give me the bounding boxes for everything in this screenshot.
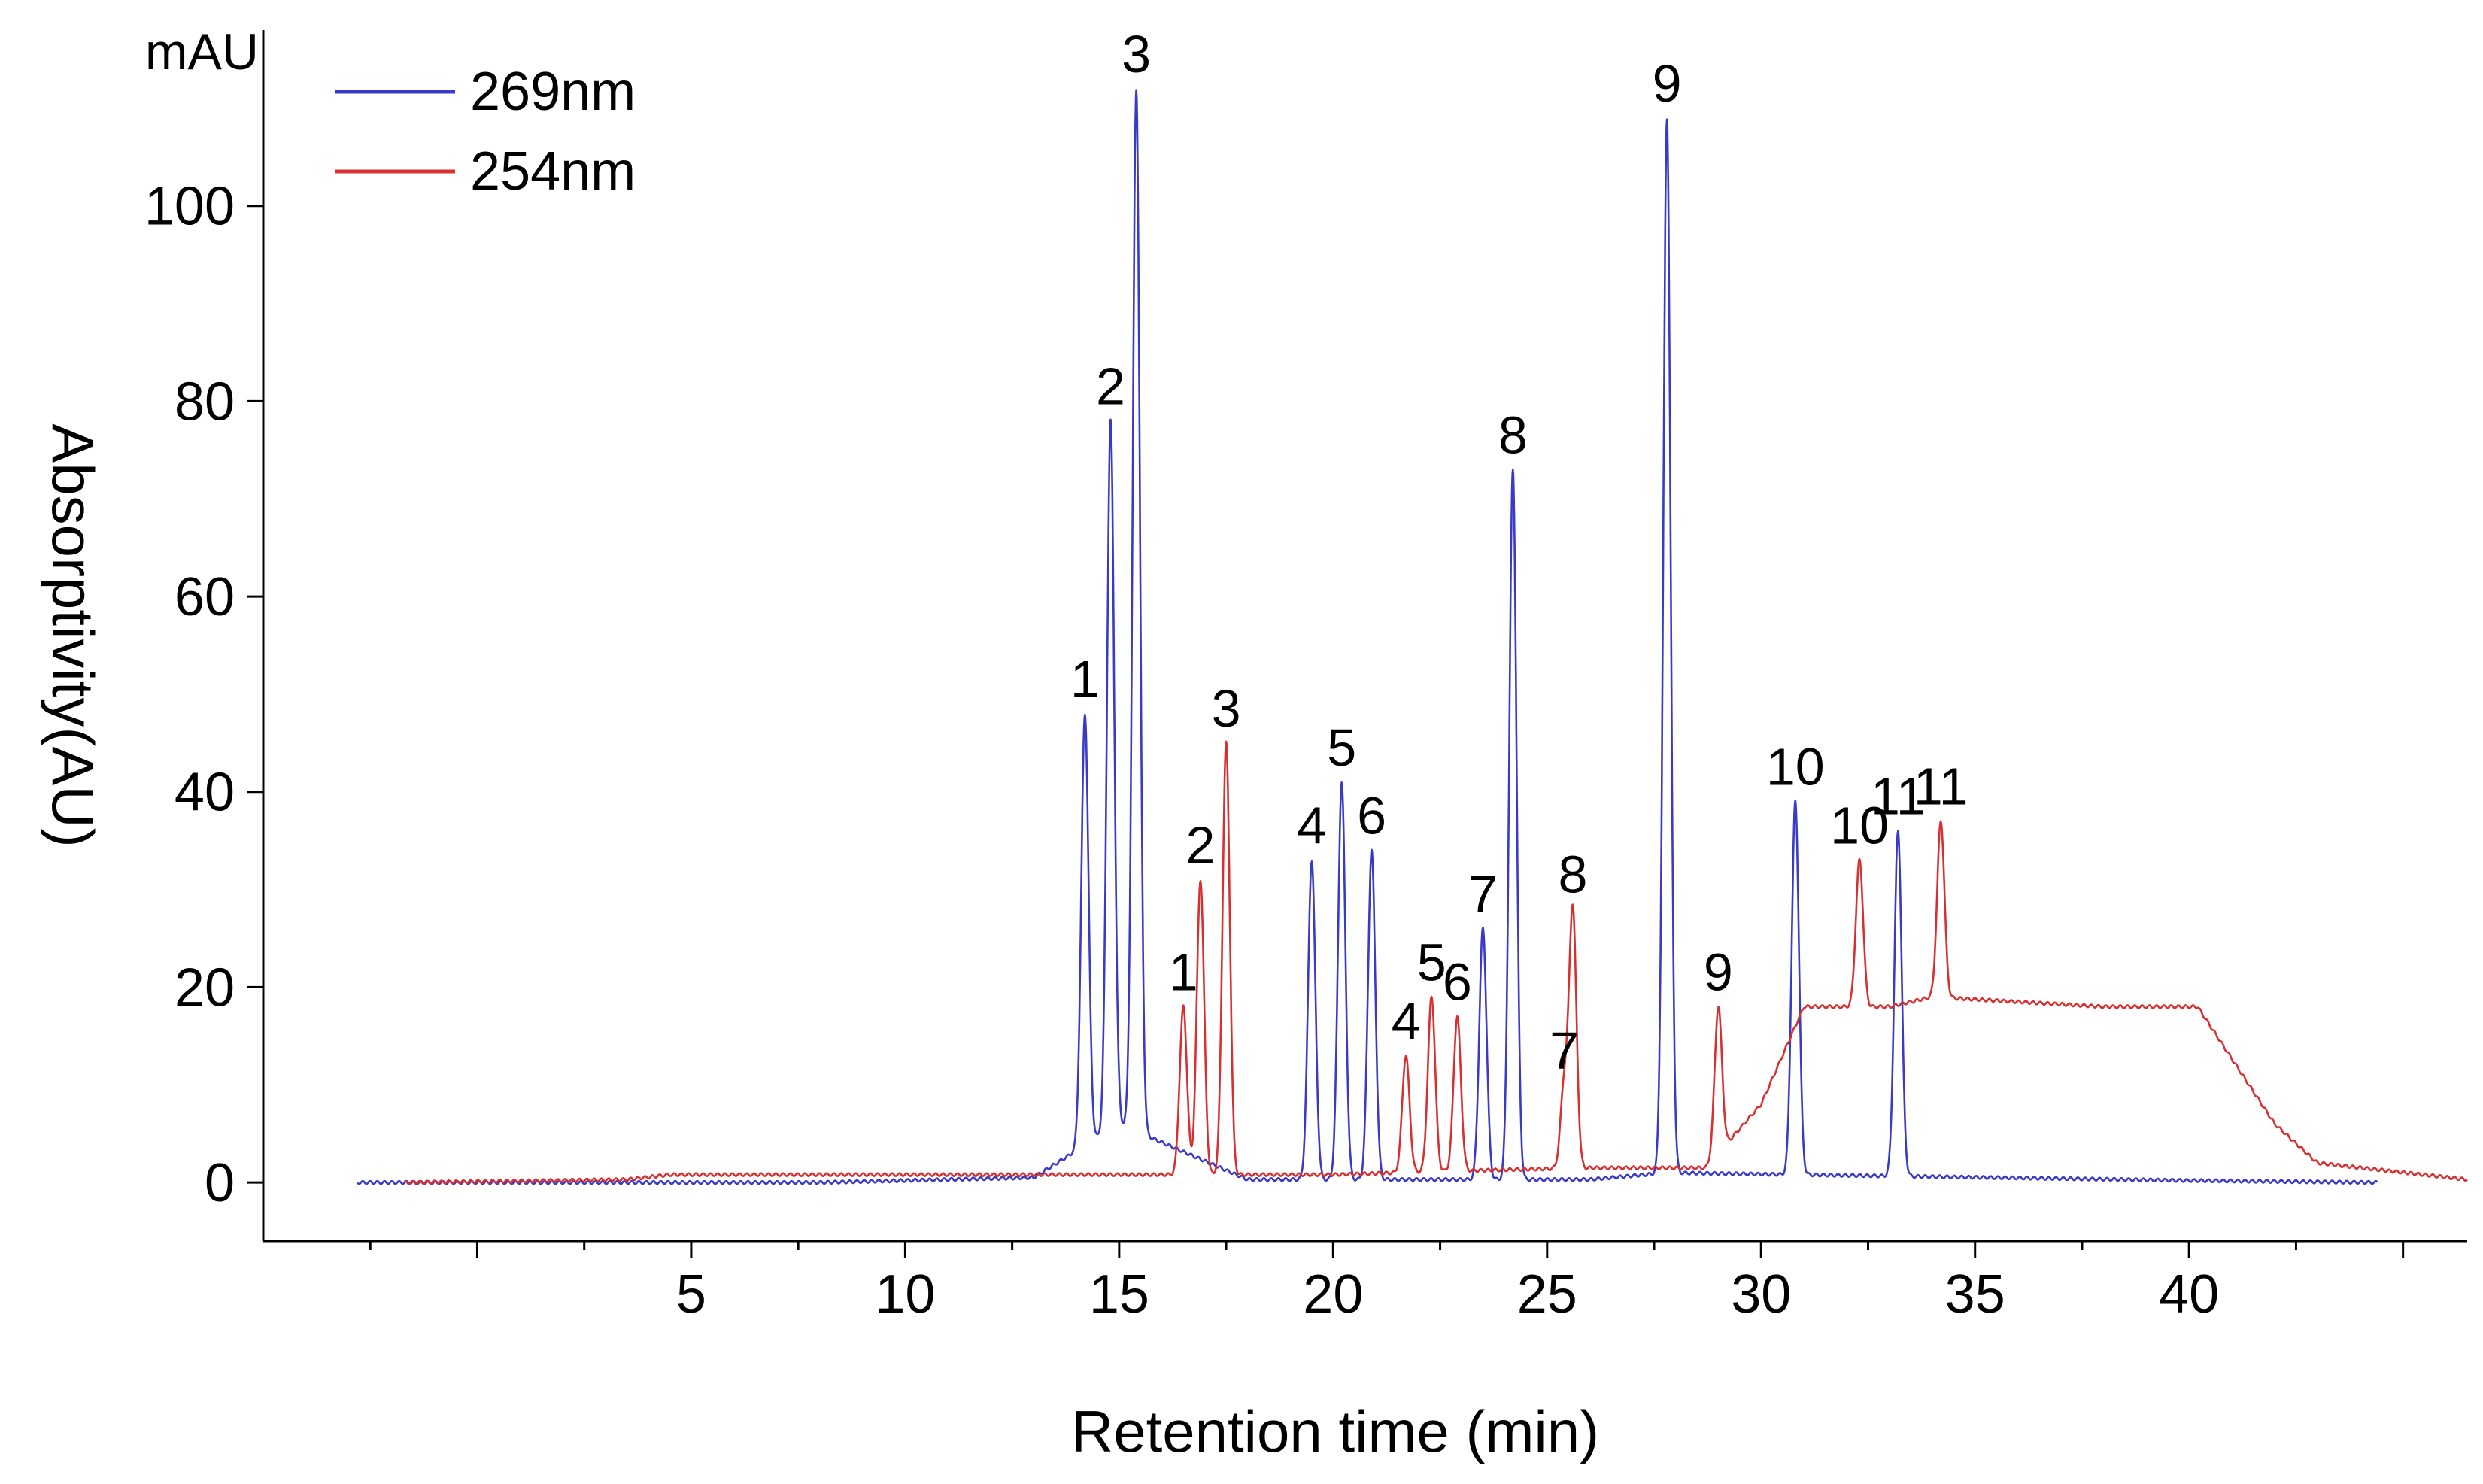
x-tick-label: 5 xyxy=(676,1264,706,1325)
peak-label-269nm-2: 2 xyxy=(1096,357,1125,415)
peak-label-269nm-1: 1 xyxy=(1070,650,1100,709)
peak-label-254nm-5: 5 xyxy=(1417,933,1446,991)
x-ticks: 5 10 15 20 25 30 35 40 xyxy=(369,1241,2405,1325)
y-tick-label: 80 xyxy=(175,372,235,432)
y-tick-label: 100 xyxy=(144,177,235,237)
series-line-269nm xyxy=(357,89,2378,1185)
x-tick-label: 20 xyxy=(1303,1264,1363,1325)
peak-label-254nm-3: 3 xyxy=(1212,679,1241,738)
peak-label-269nm-10: 10 xyxy=(1766,738,1825,797)
peak-label-269nm-4: 4 xyxy=(1297,797,1326,855)
peak-label-254nm-6: 6 xyxy=(1443,952,1472,1011)
legend-label-254nm: 254nm xyxy=(470,141,636,202)
x-tick-label: 35 xyxy=(1945,1264,2005,1325)
y-tick-label: 20 xyxy=(175,957,235,1018)
peak-label-254nm-8: 8 xyxy=(1558,845,1587,904)
y-ticks: 0 20 40 60 80 100 xyxy=(144,177,263,1213)
peak-label-254nm-10: 10 xyxy=(1830,797,1889,855)
peak-label-269nm-6: 6 xyxy=(1357,787,1386,845)
x-tick-label: 25 xyxy=(1517,1264,1577,1325)
peak-label-254nm-2: 2 xyxy=(1185,816,1215,875)
y-axis-unit: mAU xyxy=(145,23,259,80)
x-tick-label: 15 xyxy=(1089,1264,1149,1325)
peak-label-254nm-1: 1 xyxy=(1169,942,1198,1001)
x-tick-label: 40 xyxy=(2159,1264,2219,1325)
x-axis-title: Retention time (min) xyxy=(1071,1398,1599,1464)
peak-label-254nm-4: 4 xyxy=(1392,991,1421,1050)
peak-label-269nm-9: 9 xyxy=(1653,54,1682,113)
peak-label-269nm-11: 11 xyxy=(1871,767,1926,826)
peak-label-269nm-7: 7 xyxy=(1468,865,1498,924)
y-tick-label: 0 xyxy=(205,1153,235,1213)
legend-label-269nm: 269nm xyxy=(470,62,636,122)
series-line-254nm xyxy=(404,740,2468,1185)
y-tick-label: 40 xyxy=(175,763,235,823)
peak-label-254nm-11: 11 xyxy=(1914,757,1968,816)
legend: 269nm 254nm xyxy=(335,62,636,202)
peak-label-269nm-3: 3 xyxy=(1122,25,1151,83)
y-tick-label: 60 xyxy=(175,567,235,627)
x-tick-label: 10 xyxy=(875,1264,935,1325)
axes xyxy=(262,30,2467,1243)
peak-label-254nm-7: 7 xyxy=(1550,1021,1579,1079)
x-tick-label: 30 xyxy=(1731,1264,1791,1325)
y-axis-title: Absorptivity(AU) xyxy=(40,423,106,847)
peak-label-254nm-9: 9 xyxy=(1704,942,1733,1001)
peak-label-269nm-8: 8 xyxy=(1498,405,1528,464)
peak-label-269nm-5: 5 xyxy=(1327,718,1356,777)
series-layer xyxy=(357,89,2468,1185)
